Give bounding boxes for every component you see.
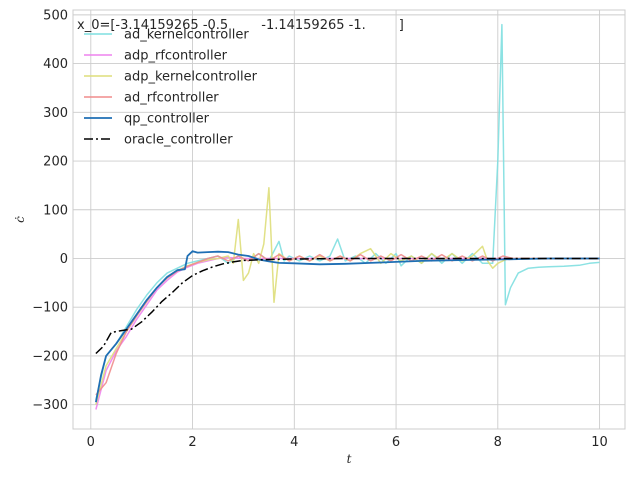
plot-area bbox=[72, 9, 626, 430]
axes-background bbox=[73, 10, 625, 429]
y-tick-labels: −300 −200 −100 0 100 200 300 400 500 bbox=[32, 8, 68, 413]
x-tick-label: 6 bbox=[392, 435, 400, 450]
x-tick-labels: 0 2 4 6 8 10 bbox=[87, 435, 608, 450]
legend-label-oracle-controller: oracle_controller bbox=[124, 133, 233, 148]
axes-frame bbox=[72, 9, 626, 430]
x-tick-label: 0 bbox=[87, 435, 95, 450]
x-tick-label: 2 bbox=[188, 435, 196, 450]
series-line-qp-controller bbox=[95, 250, 600, 403]
legend-label-adp-kernelcontroller: adp_kernelcontroller bbox=[124, 70, 258, 85]
y-tick-label: 0 bbox=[60, 252, 68, 267]
y-tick-label: 100 bbox=[43, 203, 68, 218]
initial-state-annotation: x_0=[-3.14159265 -0.5 -1.14159265 -1. ] bbox=[77, 18, 404, 33]
x-tick-label: 10 bbox=[591, 435, 608, 450]
y-tick-label: 400 bbox=[43, 57, 68, 72]
y-tick-label: 200 bbox=[43, 155, 68, 170]
y-axis-label: ċ bbox=[13, 216, 27, 223]
legend: ad_kernelcontroller adp_rfcontroller adp_k… bbox=[84, 28, 258, 148]
y-gridlines bbox=[73, 14, 625, 406]
legend-label-adp-rfcontroller: adp_rfcontroller bbox=[124, 49, 228, 64]
x-axis-label: t bbox=[347, 452, 352, 466]
legend-label-qp-controller: qp_controller bbox=[124, 112, 210, 127]
y-tick-label: 500 bbox=[43, 8, 68, 23]
y-tick-label: 300 bbox=[43, 106, 68, 121]
x-tick-label: 8 bbox=[494, 435, 502, 450]
x-tick-label: 4 bbox=[290, 435, 298, 450]
x-gridlines bbox=[90, 10, 601, 429]
y-tick-label: −200 bbox=[32, 349, 68, 364]
series-layer bbox=[95, 23, 600, 410]
y-tick-label: −100 bbox=[32, 301, 68, 316]
legend-label-ad-rfcontroller: ad_rfcontroller bbox=[124, 91, 219, 106]
series-line-oracle-controller bbox=[95, 257, 600, 355]
y-tick-label: −300 bbox=[32, 398, 68, 413]
legend-label-ad-kernelcontroller: ad_kernelcontroller bbox=[124, 28, 249, 43]
